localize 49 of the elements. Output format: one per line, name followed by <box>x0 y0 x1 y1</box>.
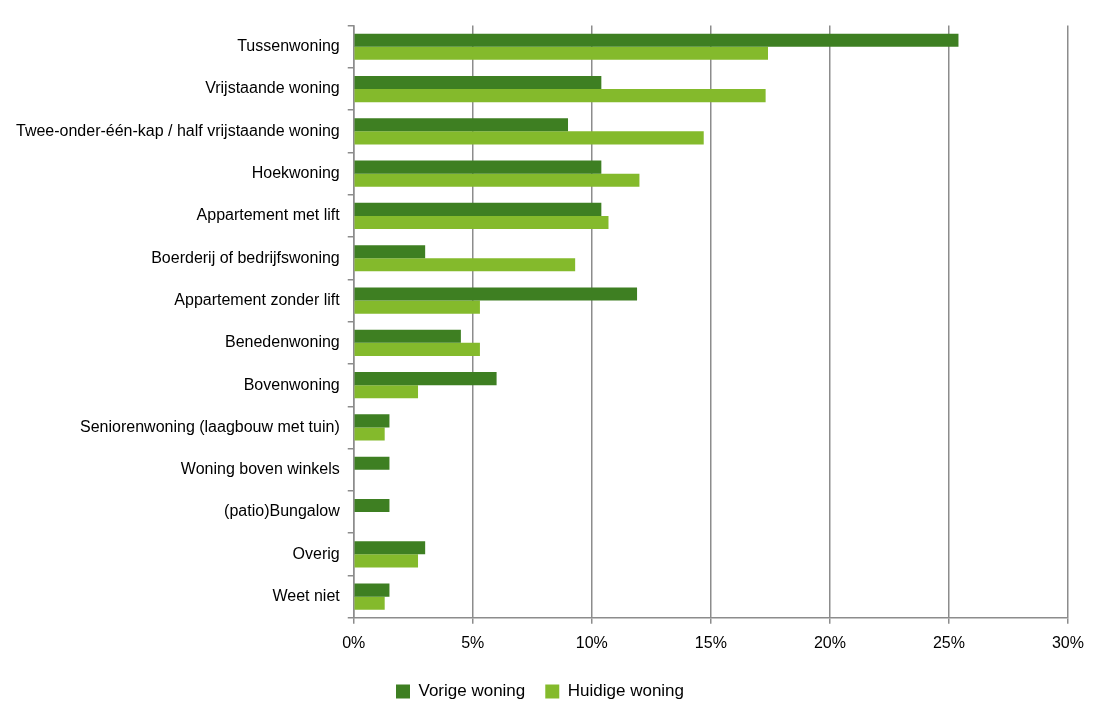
y-tick-label: Appartement zonder lift <box>174 290 341 308</box>
bar <box>354 385 419 399</box>
bar <box>354 498 390 513</box>
x-tick-label: 30% <box>1051 633 1084 651</box>
bar <box>354 118 569 132</box>
legend-label: Vorige woning <box>418 681 526 701</box>
bar <box>354 46 769 60</box>
bar <box>354 427 385 441</box>
y-tick-label: Weet niet <box>272 587 341 605</box>
bar <box>354 131 704 145</box>
bar <box>354 160 602 174</box>
y-tick-label: Woning boven winkels <box>180 460 340 478</box>
bar <box>354 202 602 216</box>
bar <box>354 541 426 555</box>
y-tick-label: Overig <box>292 544 340 562</box>
bar <box>354 215 609 230</box>
y-tick-label: Benedenwoning <box>224 333 340 351</box>
y-tick-label: Tussenwoning <box>237 37 340 55</box>
y-tick-label: (patio)Bungalow <box>224 502 341 520</box>
bar <box>354 596 385 610</box>
x-tick-label: 5% <box>461 633 485 651</box>
bar <box>354 554 419 568</box>
bar <box>354 33 959 47</box>
x-tick-label: 10% <box>575 633 608 651</box>
bar <box>354 245 426 259</box>
y-tick-label: Appartement met lift <box>196 206 341 224</box>
bar <box>354 258 576 272</box>
x-tick-label: 15% <box>694 633 727 651</box>
x-tick-label: 0% <box>342 633 366 651</box>
bar <box>354 414 390 428</box>
x-tick-label: 25% <box>932 633 965 651</box>
bar <box>354 342 480 356</box>
bar <box>354 89 766 103</box>
bar <box>354 173 640 187</box>
bar <box>354 372 497 386</box>
bar <box>354 300 480 314</box>
bar <box>354 456 390 470</box>
x-tick-label: 20% <box>813 633 846 651</box>
y-tick-label: Boerderij of bedrijfswoning <box>151 248 340 266</box>
bar <box>354 287 638 301</box>
bar <box>354 75 602 90</box>
y-tick-label: Hoekwoning <box>251 164 340 182</box>
y-tick-label: Bovenwoning <box>243 375 340 393</box>
legend-label: Huidige woning <box>567 681 685 701</box>
y-tick-label: Twee-onder-één-kap / half vrijstaande woning <box>15 121 340 139</box>
y-tick-label: Vrijstaande woning <box>205 79 340 97</box>
bar <box>354 583 390 597</box>
bar <box>354 329 461 343</box>
y-tick-label: Seniorenwoning (laagbouw met tuin) <box>80 417 340 435</box>
